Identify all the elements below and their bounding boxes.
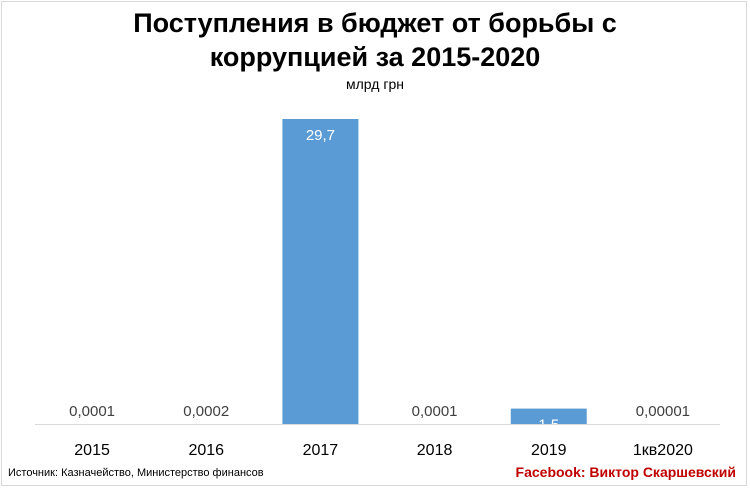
source-note: Источник: Казначейство, Министерство фин… xyxy=(8,467,264,479)
data-label-2019: 1,5 xyxy=(538,417,559,434)
category-label-2018: 2018 xyxy=(417,442,453,459)
category-label-2019: 2019 xyxy=(531,442,567,459)
bar-2017 xyxy=(282,119,359,424)
chart-unit-label: млрд грн xyxy=(346,76,404,92)
chart-title: Поступления в бюджет от борьбы с коррупц… xyxy=(0,6,750,74)
chart-title-line-1: Поступления в бюджет от борьбы с xyxy=(133,8,617,38)
category-label-2017: 2017 xyxy=(303,442,339,459)
category-label-1кв2020: 1кв2020 xyxy=(633,442,693,459)
data-label-1кв2020: 0,00001 xyxy=(636,403,690,420)
category-label-2016: 2016 xyxy=(188,442,224,459)
author-credit: Facebook: Виктор Скаршевский xyxy=(515,464,736,480)
data-label-2017: 29,7 xyxy=(306,127,335,144)
chart-title-line-2: коррупцией за 2015-2020 xyxy=(209,42,541,72)
data-label-2015: 0,0001 xyxy=(69,403,115,420)
category-label-2015: 2015 xyxy=(74,442,110,459)
bar-2019 xyxy=(510,408,587,424)
data-label-2016: 0,0002 xyxy=(183,403,229,420)
data-label-2018: 0,0001 xyxy=(412,403,458,420)
